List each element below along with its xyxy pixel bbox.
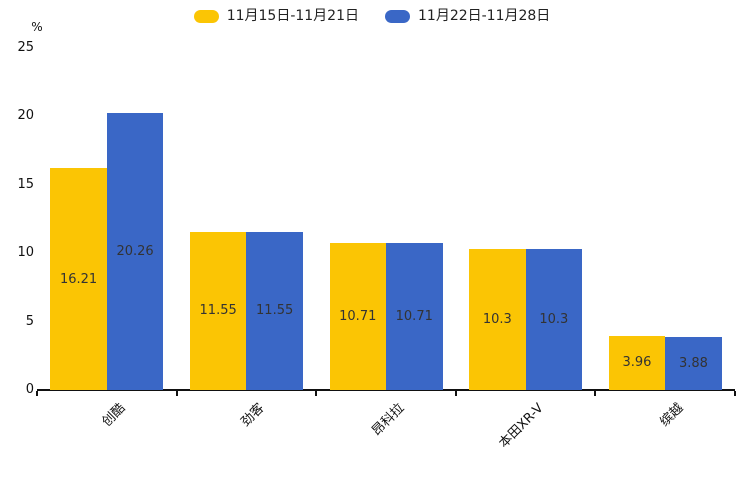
y-tick-label: 0 [25, 382, 34, 397]
bar: 10.3 [525, 249, 583, 390]
bar: 10.71 [329, 243, 386, 390]
legend-item-week2[interactable]: 11月22日-11月28日 [385, 7, 550, 25]
legend-swatch-week2 [385, 9, 410, 23]
x-tick-mark [36, 391, 38, 396]
category-label: 昂科拉 [369, 400, 408, 440]
bar: 10.3 [469, 249, 526, 390]
legend-label-week1: 11月15日-11月21日 [226, 8, 359, 24]
bar-value-label: 3.96 [622, 355, 652, 371]
bar-value-label: 16.21 [59, 271, 98, 287]
x-axis-line [37, 389, 735, 391]
y-tick-label: 25 [17, 40, 34, 55]
bar: 3.88 [665, 336, 722, 390]
bar-value-label: 11.55 [199, 303, 237, 319]
x-tick-mark [594, 391, 597, 396]
bar-value-label: 11.55 [256, 303, 294, 319]
legend-swatch-week1 [193, 9, 219, 23]
bar-value-label: 10.3 [539, 312, 569, 328]
x-tick-mark [734, 391, 736, 396]
y-tick-label: 15 [17, 176, 34, 192]
legend-label-week2: 11月22日-11月28日 [418, 8, 551, 24]
x-tick-mark [315, 391, 318, 396]
y-tick-label: 10 [17, 245, 34, 261]
bar-value-label: 10.3 [482, 312, 512, 328]
bar: 10.71 [386, 243, 443, 390]
bar-value-label: 10.71 [395, 309, 433, 325]
category-label: 劲客 [238, 400, 268, 430]
bar-value-label: 3.88 [678, 355, 708, 371]
bar-value-label: 20.26 [116, 243, 154, 259]
category-label: 创酷 [99, 400, 129, 430]
x-tick-mark [454, 391, 457, 396]
x-tick-mark [175, 391, 178, 396]
bar: 11.55 [246, 231, 303, 390]
bar: 3.96 [608, 335, 666, 390]
bar: 11.55 [189, 231, 247, 390]
legend: 11月15日-11月21日 11月22日-11月28日 [0, 7, 744, 25]
category-label: 缤越 [657, 400, 687, 430]
legend-item-week1[interactable]: 11月15日-11月21日 [193, 7, 359, 25]
bar: 20.26 [106, 112, 164, 390]
bar: 16.21 [50, 168, 107, 390]
y-axis-unit-label: % [31, 20, 43, 34]
y-tick-label: 5 [25, 313, 34, 329]
category-label: 本田XR-V [496, 400, 548, 452]
bar-value-label: 10.71 [339, 309, 377, 325]
y-tick-label: 20 [17, 108, 34, 124]
